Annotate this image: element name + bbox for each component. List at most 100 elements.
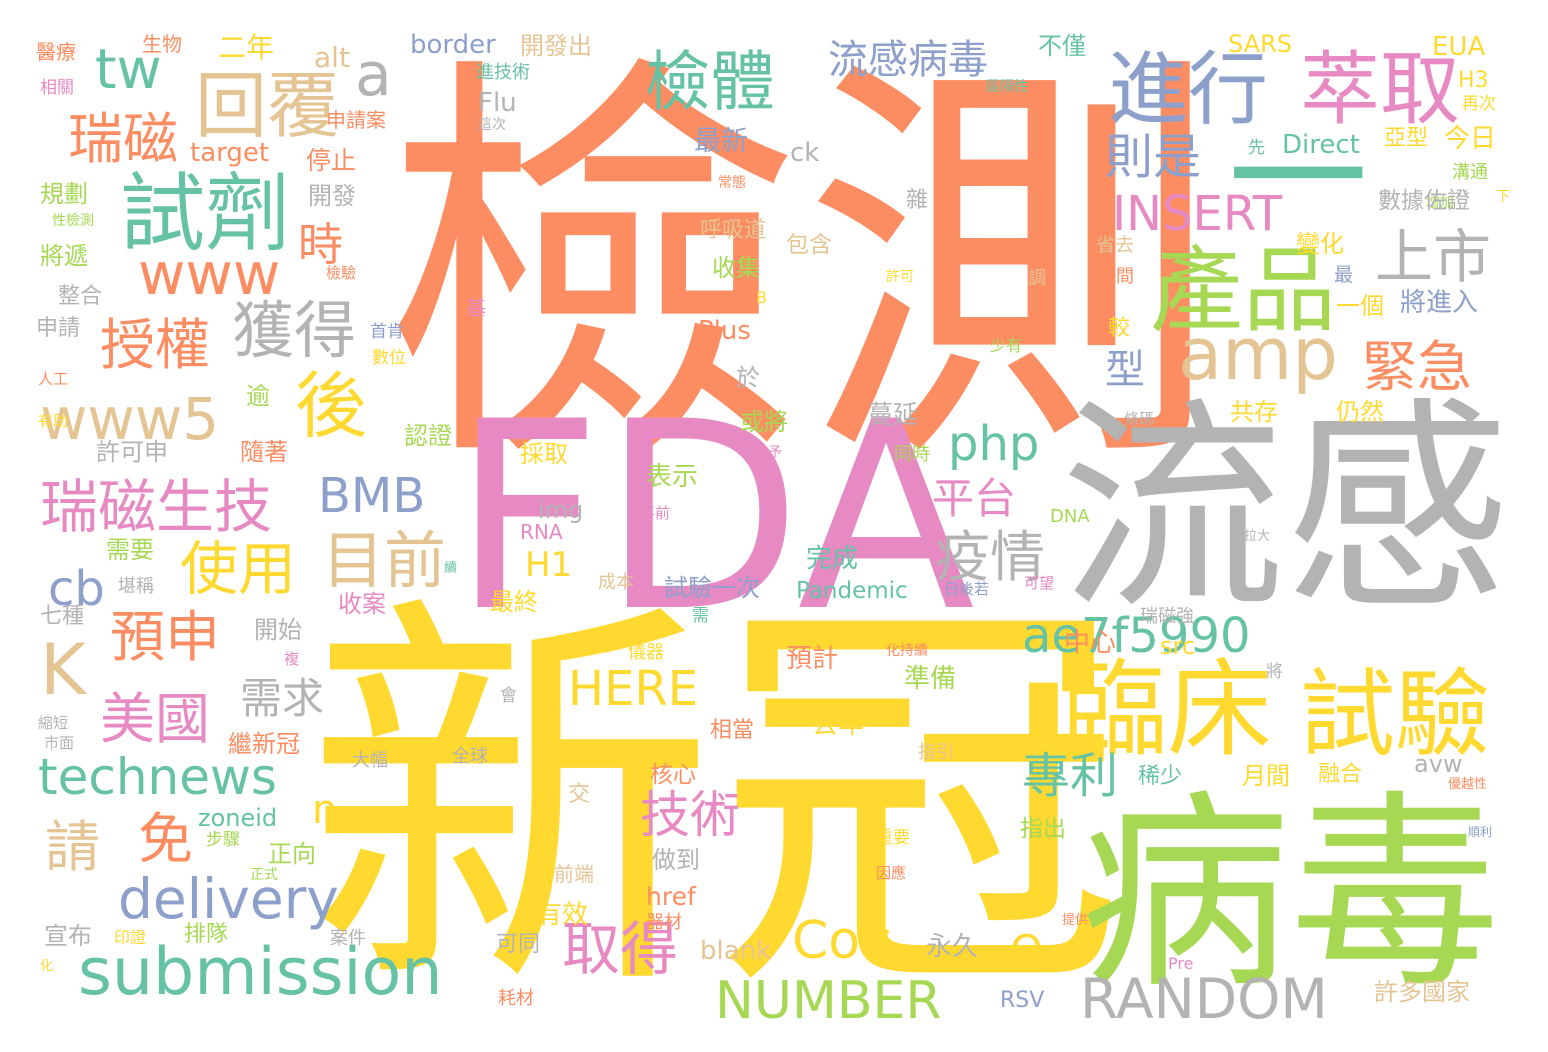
word: 較: [1108, 316, 1131, 341]
word: n: [312, 787, 338, 833]
word: 回覆: [195, 64, 340, 148]
word: 中心: [1064, 628, 1117, 658]
word: 取得: [562, 915, 679, 983]
word: 性檢測: [52, 213, 94, 229]
word: 做到: [652, 846, 700, 874]
word: 規劃: [40, 180, 88, 208]
word: 專利: [1022, 748, 1119, 804]
word: SARS: [1228, 30, 1293, 58]
word: RANDOM: [1080, 967, 1328, 1031]
word: 型: [1105, 347, 1145, 393]
word: php: [948, 416, 1040, 472]
word: 開發: [308, 182, 356, 210]
word: B: [756, 288, 767, 307]
word: ae7f5990: [1022, 608, 1251, 664]
word: 萃取: [1300, 43, 1460, 136]
word: 時: [298, 218, 344, 271]
word: EUA: [1432, 32, 1486, 62]
word: 仍然: [1336, 398, 1384, 426]
word: 使用: [180, 535, 297, 603]
word: 續: [444, 561, 458, 576]
word: 器材: [646, 912, 682, 933]
word: 收集: [712, 254, 760, 282]
word: 隨著: [240, 438, 288, 466]
word: 免: [138, 807, 194, 871]
word: 逾: [246, 382, 270, 410]
word: 案件: [330, 928, 366, 949]
word: 拉大: [1244, 529, 1271, 544]
word: 不僅: [1038, 32, 1086, 60]
word: 數位: [372, 348, 406, 368]
word: 去年: [812, 710, 865, 740]
word: 有效: [536, 900, 589, 930]
word: 市面: [44, 734, 75, 752]
word: RNA: [520, 520, 563, 544]
word: 縮短: [38, 714, 69, 732]
word: 順利: [1468, 825, 1493, 839]
word: 指引: [918, 742, 954, 763]
word: 稀少: [1138, 764, 1183, 789]
word: 核心: [650, 762, 696, 788]
word: www: [138, 240, 281, 308]
word: 亞型: [1384, 126, 1429, 151]
word: 成本: [598, 572, 634, 593]
word: 耗材: [498, 988, 534, 1009]
word: 條碼: [1124, 410, 1155, 428]
word: 進行: [1108, 43, 1268, 136]
word: 預計: [786, 644, 839, 674]
word: 大幅: [352, 750, 388, 771]
word: 指出: [1020, 816, 1066, 842]
word: 再次: [1462, 94, 1496, 114]
word: 首肯: [370, 322, 404, 342]
word: target: [190, 138, 270, 168]
word: 化持續: [886, 643, 928, 659]
word: 交: [568, 782, 591, 807]
word: 會: [500, 686, 517, 706]
word: 印證: [114, 928, 147, 947]
word: BMB: [318, 468, 426, 524]
word: 增加: [1426, 195, 1454, 211]
word: 可望: [1024, 574, 1055, 592]
word: Direct: [1282, 130, 1360, 160]
word: 儀器: [628, 642, 664, 663]
word: 先: [1248, 138, 1265, 158]
word: ck: [790, 138, 820, 168]
word: 臨床: [1062, 649, 1273, 771]
word: 可同: [496, 932, 541, 957]
word: 一: [1228, 98, 1369, 261]
word: 複: [284, 650, 300, 668]
word: 二年: [218, 31, 275, 64]
word: 月間: [1242, 762, 1290, 790]
word: 溝通: [1452, 162, 1488, 183]
word: Flu: [478, 88, 517, 118]
word: 融合: [1318, 762, 1363, 787]
word: 給予: [754, 445, 782, 461]
word: 蔓延: [868, 400, 919, 429]
word: H3: [1458, 68, 1489, 93]
word: 認證: [404, 422, 452, 450]
word: 日後若: [944, 580, 990, 598]
word: 預申: [110, 605, 221, 669]
word: Plus: [698, 316, 751, 346]
word: 瑞磁生技: [40, 473, 273, 541]
word: 這次: [478, 117, 506, 133]
word: 調: [1028, 268, 1046, 289]
word: 有助: [38, 412, 69, 430]
word: 流感: [1060, 379, 1510, 641]
word: 試劑: [120, 165, 291, 264]
word: Pre: [1168, 954, 1194, 973]
word: 繼新冠: [228, 730, 300, 758]
word: 少有: [990, 336, 1023, 355]
word: 新冠: [305, 564, 1125, 1042]
word: RSV: [1000, 988, 1045, 1013]
word: 開發出: [520, 32, 592, 60]
word: 採取: [520, 440, 568, 468]
word: 需要: [106, 536, 154, 564]
word: blank: [700, 936, 772, 966]
word: alt: [314, 41, 350, 74]
word: H1: [525, 545, 573, 585]
word: 呼吸道: [700, 218, 767, 243]
word: 最: [1334, 264, 1354, 286]
word: cb: [48, 561, 105, 617]
